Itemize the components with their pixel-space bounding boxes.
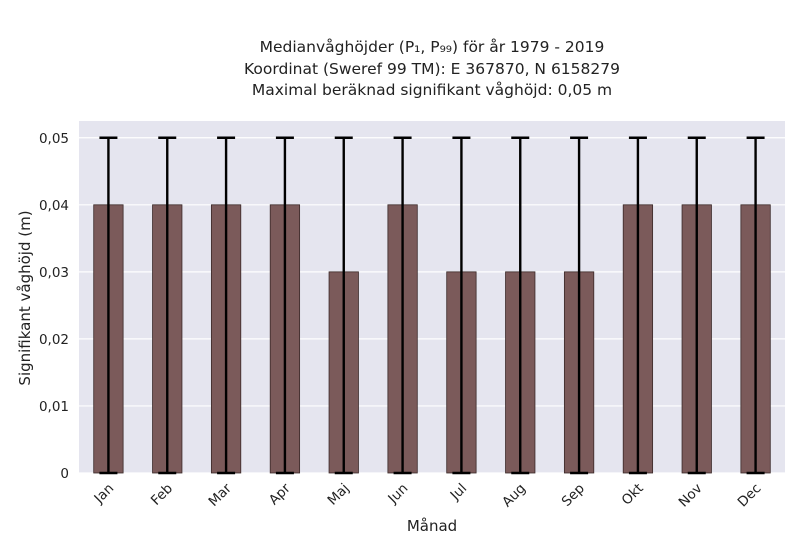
x-tick-label: Jun [384,481,411,508]
title-line-3: Maximal beräknad signifikant våghöjd: 0,… [252,81,612,99]
y-tick-label: 0,04 [39,198,69,214]
x-tick-label: Jan [91,481,118,508]
x-axis-label: Månad [407,517,457,535]
y-axis-ticks: 0 0,01 0,02 0,03 0,04 0,05 [39,131,69,482]
title-line-2: Koordinat (Sweref 99 TM): E 367870, N 61… [244,60,620,78]
grid-lines [79,137,785,474]
x-tick-label: Mar [206,480,236,510]
plot-area [79,121,785,473]
y-tick-label: 0,03 [39,265,69,281]
y-tick-label: 0,02 [39,332,69,348]
title-line-1: Medianvåghöjder (P₁, P₉₉) för år 1979 - … [260,38,605,56]
x-tick-label: Maj [325,481,353,509]
x-tick-label: Feb [148,481,176,509]
x-tick-label: Aug [499,481,529,511]
y-tick-label: 0 [60,466,69,482]
y-tick-label: 0,01 [39,399,69,415]
error-bars [99,136,765,475]
x-tick-label: Okt [619,481,647,509]
x-tick-label: Dec [735,481,765,511]
x-tick-label: Nov [676,481,706,511]
x-tick-label: Sep [559,481,588,510]
y-axis-label: Signifikant våghöjd (m) [16,210,34,385]
x-tick-label: Jul [447,481,471,505]
x-axis-ticks: Jan Feb Mar Apr Maj Jun Jul Aug Sep Okt Nov Dec [91,480,765,510]
chart-title: Medianvåghöjder (P₁, P₉₉) för år 1979 - … [244,38,620,99]
x-tick-label: Apr [266,480,294,508]
y-tick-label: 0,05 [39,131,69,147]
